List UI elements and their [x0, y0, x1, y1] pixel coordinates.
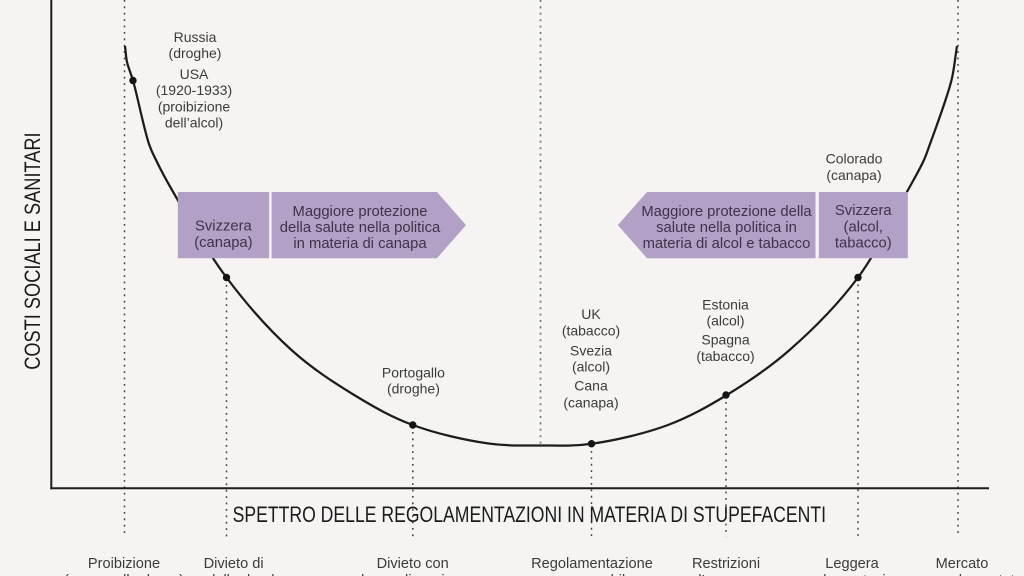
svg-text:Maggiore protezione: Maggiore protezione	[293, 204, 428, 220]
svg-text:SPETTRO DELLE REGOLAMENTAZIONI: SPETTRO DELLE REGOLAMENTAZIONI IN MATERI…	[233, 503, 826, 527]
svg-text:Maggiore protezione della: Maggiore protezione della	[641, 204, 812, 220]
svg-text:in materia di canapa: in materia di canapa	[293, 236, 427, 252]
svg-text:dell’alcol): dell’alcol)	[165, 115, 223, 131]
svg-text:UK: UK	[581, 306, 601, 322]
svg-text:Divieto con: Divieto con	[377, 556, 449, 572]
svg-text:non regolamentato: non regolamentato	[901, 573, 1023, 576]
svg-text:(canapa): (canapa)	[826, 167, 881, 183]
svg-text:Estonia: Estonia	[702, 297, 749, 313]
svg-text:(canapa): (canapa)	[563, 395, 618, 411]
svg-text:(alcol): (alcol)	[572, 359, 610, 375]
svg-text:(tabacco): (tabacco)	[562, 323, 620, 339]
svg-text:USA: USA	[180, 66, 209, 82]
svg-text:(tabacco): (tabacco)	[696, 348, 754, 364]
svg-text:Divieto di: Divieto di	[204, 556, 264, 572]
svg-text:Svizzera: Svizzera	[195, 219, 253, 235]
svg-text:(alcol,: (alcol,	[844, 220, 883, 236]
svg-text:Cana: Cana	[574, 378, 608, 394]
svg-text:Russia: Russia	[174, 29, 217, 45]
svg-text:uso delle droghe: uso delle droghe	[180, 573, 288, 576]
svg-text:d’accesso: d’accesso	[694, 573, 759, 576]
svg-text:depenalizzazione: depenalizzazione	[356, 573, 469, 576]
svg-text:Svizzera: Svizzera	[835, 203, 893, 219]
svg-text:(guerra alla droga): (guerra alla droga)	[64, 573, 184, 576]
svg-text:salute nella politica in: salute nella politica in	[656, 220, 797, 236]
svg-text:regolamentazione: regolamentazione	[794, 573, 910, 576]
svg-text:Mercato: Mercato	[936, 556, 989, 572]
svg-text:responsabile: responsabile	[551, 573, 634, 576]
svg-text:materia di alcol e tabacco: materia di alcol e tabacco	[643, 236, 811, 252]
svg-text:Portogallo: Portogallo	[382, 364, 445, 380]
svg-text:Colorado: Colorado	[826, 151, 883, 167]
svg-text:(proibizione: (proibizione	[158, 99, 231, 115]
svg-text:(alcol): (alcol)	[706, 313, 744, 329]
svg-text:tabacco): tabacco)	[835, 236, 892, 252]
svg-text:(canapa): (canapa)	[194, 235, 252, 251]
svg-text:Proibizione: Proibizione	[88, 556, 160, 572]
svg-text:COSTI SOCIALI E SANITARI: COSTI SOCIALI E SANITARI	[21, 132, 45, 369]
svg-text:(droghe): (droghe)	[169, 45, 222, 61]
svg-text:(droghe): (droghe)	[387, 380, 440, 396]
svg-text:(1920-1933): (1920-1933)	[156, 82, 232, 98]
svg-text:Regolamentazione: Regolamentazione	[531, 556, 653, 572]
svg-text:Svezia: Svezia	[570, 343, 612, 359]
svg-text:Spagna: Spagna	[701, 332, 749, 348]
svg-text:della salute nella politica: della salute nella politica	[280, 220, 441, 236]
svg-text:Leggera: Leggera	[825, 556, 879, 572]
svg-text:Restrizioni: Restrizioni	[692, 556, 760, 572]
